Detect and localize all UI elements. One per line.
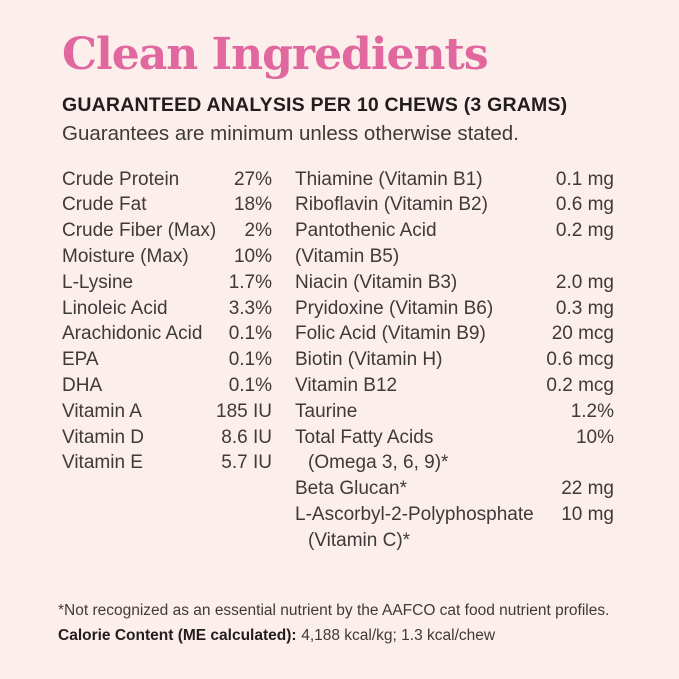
nutrient-label: Moisture (Max) (62, 245, 189, 267)
analysis-row: Pryidoxine (Vitamin B6) 0.3 mg (295, 296, 614, 322)
analysis-row: Crude Fiber (Max) 2% (62, 218, 272, 244)
nutrient-label: Riboflavin (Vitamin B2) (295, 194, 488, 216)
calorie-content-label: Calorie Content (ME calculated): (58, 627, 297, 644)
nutrient-value: 0.1% (228, 374, 272, 396)
nutrient-value: 2% (244, 220, 272, 242)
nutrient-value: 10% (233, 245, 272, 267)
nutrient-value: 2.0 mg (555, 271, 614, 293)
nutrient-value: 0.2 mcg (546, 374, 614, 396)
nutrient-label: Vitamin B12 (295, 374, 398, 396)
nutrient-label: (Vitamin B5) (295, 245, 400, 267)
nutrient-value: 0.1% (228, 349, 272, 371)
analysis-row-continuation: (Vitamin B5) (295, 244, 614, 270)
calorie-content-line: Calorie Content (ME calculated): 4,188 kc… (58, 623, 617, 648)
nutrient-value: 185 IU (216, 400, 272, 422)
calorie-content-value: 4,188 kcal/kg; 1.3 kcal/chew (301, 627, 496, 644)
nutrient-label: Crude Protein (62, 168, 180, 190)
analysis-row: Taurine 1.2% (295, 399, 614, 425)
nutrient-label: L-Lysine (62, 271, 134, 293)
analysis-row: L-Ascorbyl-2-Polyphosphate 10 mg (295, 502, 614, 528)
analysis-row: Linoleic Acid 3.3% (62, 296, 272, 322)
analysis-row: Crude Protein 27% (62, 167, 272, 193)
guaranteed-analysis-header: GUARANTEED ANALYSIS PER 10 CHEWS (3 GRAM… (62, 93, 568, 116)
nutrient-label: DHA (62, 374, 103, 396)
analysis-table: Crude Protein 27% Crude Fat 18% Crude Fibe… (62, 167, 617, 554)
analysis-row: L-Lysine 1.7% (62, 270, 272, 296)
nutrient-label: Vitamin D (62, 426, 145, 448)
nutrient-value: 0.1 mg (555, 168, 614, 190)
nutrient-label: Taurine (295, 400, 358, 422)
analysis-row: Folic Acid (Vitamin B9) 20 mcg (295, 321, 614, 347)
nutrient-label: Crude Fiber (Max) (62, 220, 217, 242)
nutrient-value: 1.7% (228, 271, 272, 293)
nutrient-value: 1.2% (570, 400, 614, 422)
nutrient-label: (Omega 3, 6, 9)* (308, 452, 449, 474)
nutrient-value: 0.2 mg (555, 220, 614, 242)
nutrient-label: EPA (62, 349, 99, 371)
nutrient-value: 0.1% (228, 323, 272, 345)
aafco-footnote: *Not recognized as an essential nutrient… (58, 602, 610, 619)
nutrient-label: (Vitamin C)* (308, 529, 411, 551)
nutrient-label: Vitamin A (62, 400, 142, 422)
analysis-row: Biotin (Vitamin H) 0.6 mcg (295, 347, 614, 373)
nutrient-label: Pryidoxine (Vitamin B6) (295, 297, 494, 319)
analysis-row: Vitamin A 185 IU (62, 399, 272, 425)
nutrient-value: 0.6 mcg (546, 349, 614, 371)
nutrient-value: 10 mg (561, 503, 614, 525)
nutrient-label: Folic Acid (Vitamin B9) (295, 323, 486, 345)
analysis-row: Vitamin D 8.6 IU (62, 425, 272, 451)
nutrient-label: Crude Fat (62, 194, 147, 216)
nutrient-value: 22 mg (561, 478, 614, 500)
analysis-row: Niacin (Vitamin B3) 2.0 mg (295, 270, 614, 296)
analysis-left-column: Crude Protein 27% Crude Fat 18% Crude Fibe… (62, 167, 272, 554)
analysis-row: Riboflavin (Vitamin B2) 0.6 mg (295, 192, 614, 218)
nutrient-label: L-Ascorbyl-2-Polyphosphate (295, 503, 534, 525)
nutrient-label: Arachidonic Acid (62, 323, 203, 345)
nutrient-value: 20 mcg (551, 323, 614, 345)
analysis-row-continuation: (Vitamin C)* (295, 528, 614, 554)
analysis-row: EPA 0.1% (62, 347, 272, 373)
analysis-row: Arachidonic Acid 0.1% (62, 321, 272, 347)
nutrient-value: 5.7 IU (221, 452, 272, 474)
nutrient-label: Biotin (Vitamin H) (295, 349, 443, 371)
page-title: Clean Ingredients (62, 29, 489, 80)
guaranteed-analysis-subheader: Guarantees are minimum unless otherwise … (62, 121, 519, 145)
analysis-row: Beta Glucan* 22 mg (295, 476, 614, 502)
nutrient-value: 8.6 IU (221, 426, 272, 448)
analysis-row: Pantothenic Acid 0.2 mg (295, 218, 614, 244)
nutrient-value: 3.3% (228, 297, 272, 319)
nutrient-label: Niacin (Vitamin B3) (295, 271, 458, 293)
nutrient-value: 0.6 mg (555, 194, 614, 216)
nutrient-label: Total Fatty Acids (295, 426, 434, 448)
analysis-right-column: Thiamine (Vitamin B1) 0.1 mg Riboflavin (… (295, 167, 614, 554)
nutrient-value: 0.3 mg (555, 297, 614, 319)
footnotes: *Not recognized as an essential nutrient… (58, 598, 617, 648)
analysis-row: Total Fatty Acids 10% (295, 425, 614, 451)
nutrient-label: Vitamin E (62, 452, 143, 474)
analysis-row: Moisture (Max) 10% (62, 244, 272, 270)
analysis-row: Thiamine (Vitamin B1) 0.1 mg (295, 167, 614, 193)
analysis-row: DHA 0.1% (62, 373, 272, 399)
analysis-row: Crude Fat 18% (62, 192, 272, 218)
nutrient-label: Thiamine (Vitamin B1) (295, 168, 483, 190)
nutrient-value: 18% (233, 194, 272, 216)
analysis-row: Vitamin E 5.7 IU (62, 450, 272, 476)
nutrient-value: 10% (575, 426, 614, 448)
analysis-row-continuation: (Omega 3, 6, 9)* (295, 450, 614, 476)
nutrient-label: Beta Glucan* (295, 478, 407, 500)
nutrient-value: 27% (233, 168, 272, 190)
nutrient-label: Linoleic Acid (62, 297, 168, 319)
analysis-row: Vitamin B12 0.2 mcg (295, 373, 614, 399)
nutrient-label: Pantothenic Acid (295, 220, 437, 242)
